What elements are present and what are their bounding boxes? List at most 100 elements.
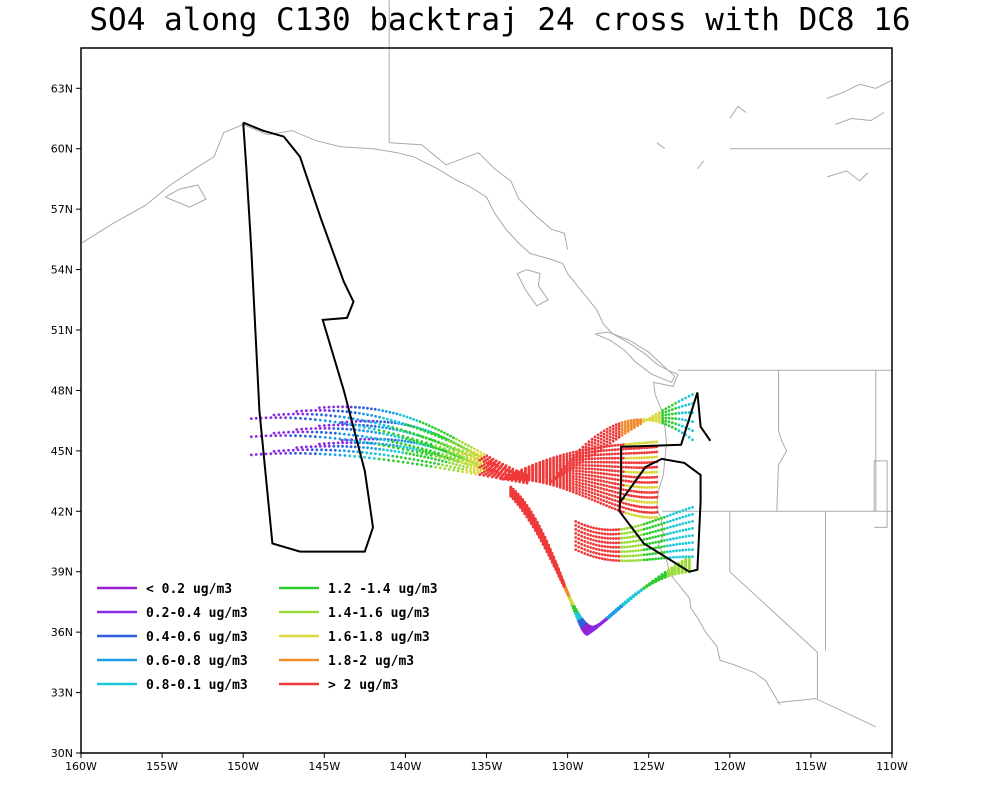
trajectory-point bbox=[639, 543, 643, 547]
trajectory-point bbox=[558, 483, 562, 487]
trajectory-point bbox=[587, 440, 591, 444]
trajectory-point bbox=[593, 467, 597, 471]
trajectory-point bbox=[651, 536, 655, 539]
trajectory-point bbox=[660, 522, 663, 526]
trajectory-point bbox=[465, 447, 469, 451]
trajectory-point bbox=[568, 474, 572, 478]
trajectory-point bbox=[653, 511, 656, 514]
trajectory-point bbox=[556, 571, 559, 575]
trajectory-point bbox=[347, 449, 351, 453]
trajectory-point bbox=[637, 446, 641, 450]
trajectory-point bbox=[687, 513, 691, 517]
trajectory-point bbox=[655, 505, 659, 509]
trajectory-point bbox=[587, 487, 591, 490]
trajectory-point bbox=[341, 427, 344, 431]
trajectory-point bbox=[617, 545, 621, 549]
trajectory-point bbox=[437, 451, 440, 455]
trajectory-point bbox=[484, 465, 488, 469]
trajectory-point bbox=[593, 478, 597, 482]
trajectory-point bbox=[388, 410, 392, 414]
trajectory-point bbox=[595, 547, 598, 551]
trajectory-point bbox=[648, 466, 651, 469]
trajectory-point bbox=[658, 420, 661, 424]
trajectory-point bbox=[571, 487, 575, 491]
trajectory-point bbox=[632, 595, 636, 598]
trajectory-point bbox=[482, 452, 486, 456]
trajectory-point bbox=[575, 475, 578, 478]
trajectory-point bbox=[424, 436, 428, 440]
trajectory-point bbox=[418, 420, 422, 424]
trajectory-point bbox=[648, 461, 651, 464]
trajectory-point bbox=[469, 449, 472, 453]
trajectory-point bbox=[328, 419, 332, 423]
trajectory-point bbox=[577, 537, 581, 541]
trajectory-point bbox=[404, 456, 407, 460]
trajectory-point bbox=[650, 496, 654, 499]
trajectory-point bbox=[642, 548, 646, 552]
trajectory-point bbox=[655, 475, 659, 479]
trajectory-point bbox=[680, 398, 684, 402]
trajectory-point bbox=[654, 577, 658, 581]
trajectory-point bbox=[320, 413, 323, 417]
trajectory-point bbox=[356, 450, 360, 454]
trajectory-point bbox=[608, 435, 612, 439]
trajectory-point bbox=[384, 426, 388, 430]
trajectory-point bbox=[323, 426, 327, 430]
trajectory-point bbox=[348, 438, 352, 442]
trajectory-point bbox=[610, 448, 614, 452]
trajectory-point bbox=[366, 429, 369, 433]
trajectory-point bbox=[571, 474, 575, 478]
trajectory-point bbox=[622, 447, 625, 451]
trajectory-point bbox=[365, 419, 369, 423]
trajectory-point bbox=[627, 479, 631, 483]
trajectory-point bbox=[443, 457, 447, 460]
trajectory-point bbox=[287, 430, 290, 434]
trajectory-point bbox=[617, 430, 621, 434]
trajectory-point bbox=[614, 610, 618, 614]
trajectory-point bbox=[340, 420, 344, 424]
trajectory-point bbox=[274, 452, 278, 455]
trajectory-point bbox=[590, 464, 594, 467]
trajectory-point bbox=[458, 444, 462, 448]
trajectory-point bbox=[310, 412, 314, 416]
trajectory-point bbox=[620, 559, 624, 563]
trajectory-point bbox=[575, 456, 579, 460]
trajectory-point bbox=[377, 425, 381, 429]
trajectory-point bbox=[423, 429, 426, 433]
trajectory-point bbox=[372, 442, 376, 446]
trajectory-point bbox=[593, 492, 597, 496]
trajectory-point bbox=[516, 470, 520, 473]
trajectory-point bbox=[568, 486, 572, 490]
trajectory-point bbox=[549, 557, 553, 561]
trajectory-point bbox=[384, 410, 388, 413]
trajectory-point bbox=[327, 444, 331, 448]
trajectory-point bbox=[377, 457, 381, 461]
trajectory-point bbox=[653, 470, 656, 474]
trajectory-point bbox=[366, 446, 369, 450]
trajectory-point bbox=[667, 413, 671, 416]
trajectory-point bbox=[395, 444, 399, 448]
trajectory-point bbox=[599, 498, 603, 501]
trajectory-point bbox=[474, 457, 477, 461]
x-tick-label: 135W bbox=[471, 760, 503, 773]
trajectory-point bbox=[608, 438, 612, 442]
trajectory-point bbox=[402, 414, 406, 418]
trajectory-point bbox=[558, 460, 562, 464]
trajectory-point bbox=[681, 529, 685, 532]
trajectory-point bbox=[589, 542, 592, 545]
trajectory-point bbox=[648, 552, 652, 556]
trajectory-point bbox=[592, 555, 595, 558]
trajectory-point bbox=[627, 493, 631, 497]
trajectory-point bbox=[318, 406, 321, 410]
trajectory-point bbox=[635, 446, 639, 450]
trajectory-point bbox=[680, 404, 684, 408]
trajectory-point bbox=[443, 467, 447, 470]
trajectory-point bbox=[666, 544, 669, 548]
trajectory-point bbox=[603, 540, 607, 544]
trajectory-point bbox=[581, 491, 585, 494]
trajectory-point bbox=[635, 451, 639, 455]
trajectory-point bbox=[681, 509, 685, 512]
trajectory-point bbox=[434, 427, 437, 430]
trajectory-point bbox=[613, 477, 617, 481]
